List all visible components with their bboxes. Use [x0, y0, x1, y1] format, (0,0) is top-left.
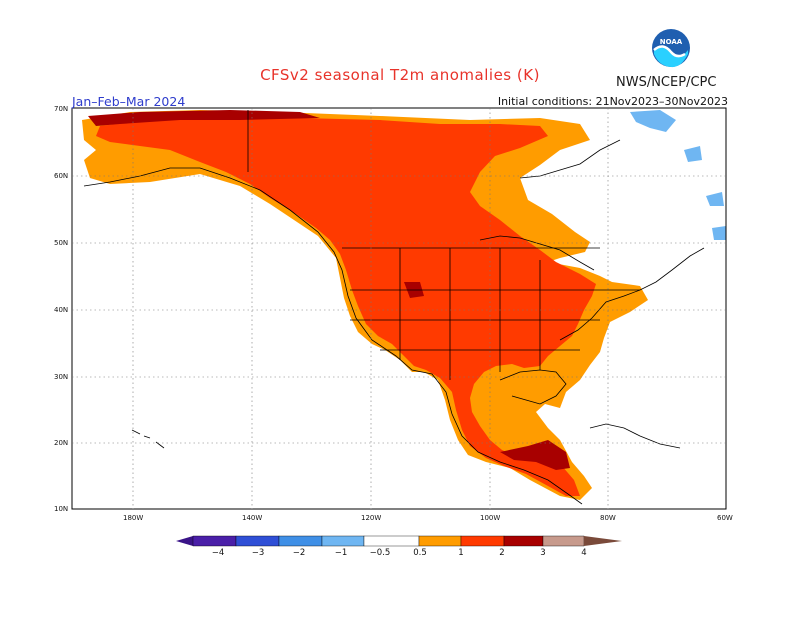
lat-label: 70N	[54, 105, 69, 113]
lon-label: 120W	[361, 514, 382, 522]
colorbar	[176, 535, 622, 547]
colorbar-label: 4	[581, 548, 587, 558]
lon-label: 60W	[717, 514, 733, 522]
coastlines	[83, 110, 705, 505]
anomaly-region-blue	[712, 226, 726, 240]
map-frame	[71, 107, 727, 510]
season-label: Jan–Feb–Mar 2024	[72, 94, 186, 109]
colorbar-label: 1	[458, 548, 464, 558]
colorbar-label: 0.5	[413, 548, 427, 558]
anomaly-region-blue	[630, 110, 676, 132]
lon-label: 80W	[600, 514, 616, 522]
agency-label: NWS/NCEP/CPC	[616, 75, 717, 90]
lat-label: 10N	[54, 505, 69, 513]
anomaly-region-blue	[684, 146, 702, 162]
chart-title: CFSv2 seasonal T2m anomalies (K)	[260, 66, 540, 84]
lat-label: 30N	[54, 373, 69, 381]
colorbar-label: −4	[211, 548, 225, 558]
anomaly-region-red	[96, 116, 596, 496]
lat-label: 50N	[54, 239, 69, 247]
anomaly-fields	[82, 110, 726, 500]
lat-label: 40N	[54, 306, 69, 314]
graticule	[72, 108, 726, 509]
anomaly-region-darkred	[88, 110, 320, 126]
anomaly-region-darkred	[500, 440, 570, 470]
colorbar-low-arrow	[176, 536, 193, 546]
anomaly-region-blue	[706, 192, 724, 206]
lat-label: 20N	[54, 439, 69, 447]
noaa-logo: NOAA	[652, 29, 690, 68]
colorbar-label: −1	[334, 548, 348, 558]
colorbar-label: −0.5	[369, 548, 391, 558]
colorbar-high-arrow	[584, 536, 622, 546]
initial-conditions-label: Initial conditions: 21Nov2023–30Nov2023	[497, 95, 728, 108]
colorbar-label: −2	[292, 548, 306, 558]
colorbar-label: −3	[251, 548, 265, 558]
svg-text:NOAA: NOAA	[660, 38, 683, 46]
lon-label: 180W	[123, 514, 144, 522]
lat-label: 60N	[54, 172, 69, 180]
lon-label: 140W	[242, 514, 263, 522]
colorbar-label: 2	[499, 548, 505, 558]
colorbar-label: 3	[540, 548, 546, 558]
lon-label: 100W	[480, 514, 501, 522]
